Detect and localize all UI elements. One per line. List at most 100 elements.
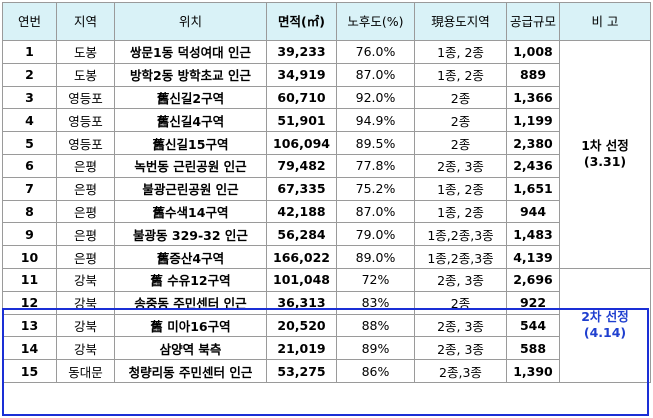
cell-aging: 92.0% — [336, 85, 415, 110]
cell-supply: 588 — [506, 336, 560, 361]
cell-aging: 86% — [336, 359, 415, 383]
second-round-label: 2차 선정 — [581, 309, 629, 325]
cell-area: 36,313 — [266, 290, 337, 315]
cell-area: 79,482 — [266, 153, 337, 178]
cell-area: 20,520 — [266, 313, 337, 338]
header-area: 면적(㎡) — [266, 2, 337, 41]
table-body: 1 도봉 쌍문1동 덕성여대 인근 39,233 76.0% 1종, 2종 1,008 1차 … — [2, 40, 651, 383]
cell-zoning: 2종, 3종 — [414, 313, 507, 338]
cell-supply: 2,380 — [506, 131, 560, 155]
cell-zoning: 2종 — [414, 85, 507, 110]
cell-location: 舊증산4구역 — [114, 245, 267, 269]
cell-region: 영등포 — [56, 108, 115, 133]
header-remarks: 비 고 — [559, 2, 651, 41]
cell-location: 舊수색14구역 — [114, 199, 267, 224]
first-round-label: 1차 선정 — [581, 138, 629, 154]
cell-supply: 2,696 — [506, 267, 560, 292]
remarks-second-round: 2차 선정 (4.14) — [559, 267, 651, 383]
table-row: 10 은평 舊증산4구역 166,022 89.0% 1종,2종,3종 4,139 — [2, 245, 651, 269]
cell-region: 강북 — [56, 267, 115, 292]
cell-zoning: 2종, 3종 — [414, 336, 507, 361]
cell-supply: 944 — [506, 199, 560, 224]
cell-supply: 544 — [506, 313, 560, 338]
cell-region: 은평 — [56, 245, 115, 269]
cell-location: 녹번동 근린공원 인근 — [114, 153, 267, 178]
first-round-date: (3.31) — [583, 154, 627, 170]
cell-zoning: 2종 — [414, 290, 507, 315]
cell-no: 10 — [2, 245, 57, 269]
table-row: 6 은평 녹번동 근린공원 인근 79,482 77.8% 2종, 3종 2,436 — [2, 153, 651, 178]
redevelopment-site-table: 연번 지역 위치 면적(㎡) 노후도(%) 現용도지역 공급규모 비 고 1 도봉… — [2, 2, 651, 383]
cell-aging: 83% — [336, 290, 415, 315]
header-no: 연번 — [2, 2, 57, 41]
cell-location: 삼양역 북측 — [114, 336, 267, 361]
cell-region: 도봉 — [56, 62, 115, 87]
cell-location: 청량리동 주민센터 인근 — [114, 359, 267, 383]
cell-zoning: 1종, 2종 — [414, 199, 507, 224]
cell-supply: 889 — [506, 62, 560, 87]
cell-location: 舊신길2구역 — [114, 85, 267, 110]
cell-aging: 89% — [336, 336, 415, 361]
table-row: 5 영등포 舊신길15구역 106,094 89.5% 2종 2,380 — [2, 131, 651, 155]
cell-supply: 922 — [506, 290, 560, 315]
cell-region: 강북 — [56, 336, 115, 361]
cell-zoning: 1종,2종,3종 — [414, 245, 507, 269]
cell-zoning: 2종 — [414, 108, 507, 133]
cell-zoning: 2종, 3종 — [414, 153, 507, 178]
cell-no: 5 — [2, 131, 57, 155]
cell-aging: 94.9% — [336, 108, 415, 133]
cell-no: 15 — [2, 359, 57, 383]
cell-area: 39,233 — [266, 40, 337, 64]
remarks-first-round: 1차 선정 (3.31) — [559, 40, 651, 269]
cell-no: 7 — [2, 176, 57, 201]
cell-aging: 89.0% — [336, 245, 415, 269]
table-row: 15 동대문 청량리동 주민센터 인근 53,275 86% 2종,3종 1,390 — [2, 359, 651, 383]
cell-area: 21,019 — [266, 336, 337, 361]
cell-zoning: 2종 — [414, 131, 507, 155]
cell-zoning: 1종, 2종 — [414, 40, 507, 64]
cell-location: 舊 수유12구역 — [114, 267, 267, 292]
header-location: 위치 — [114, 2, 267, 41]
table-row: 4 영등포 舊신길4구역 51,901 94.9% 2종 1,199 — [2, 108, 651, 133]
cell-region: 강북 — [56, 290, 115, 315]
cell-aging: 88% — [336, 313, 415, 338]
cell-aging: 87.0% — [336, 62, 415, 87]
cell-region: 동대문 — [56, 359, 115, 383]
header-supply: 공급규모 — [506, 2, 560, 41]
cell-location: 불광동 329-32 인근 — [114, 222, 267, 247]
cell-area: 42,188 — [266, 199, 337, 224]
cell-location: 舊신길15구역 — [114, 131, 267, 155]
cell-region: 은평 — [56, 153, 115, 178]
cell-aging: 87.0% — [336, 199, 415, 224]
cell-location: 송중동 주민센터 인근 — [114, 290, 267, 315]
table-row: 7 은평 불광근린공원 인근 67,335 75.2% 1종, 2종 1,651 — [2, 176, 651, 201]
cell-region: 영등포 — [56, 131, 115, 155]
cell-region: 은평 — [56, 222, 115, 247]
table-row: 1 도봉 쌍문1동 덕성여대 인근 39,233 76.0% 1종, 2종 1,008 1차 … — [2, 40, 651, 269]
cell-aging: 76.0% — [336, 40, 415, 64]
cell-no: 3 — [2, 85, 57, 110]
cell-area: 56,284 — [266, 222, 337, 247]
table-row: 11 강북 舊 수유12구역 101,048 72% 2종, 3종 2,696 2차 선정 (4… — [2, 267, 651, 383]
cell-aging: 75.2% — [336, 176, 415, 201]
table-row: 14 강북 삼양역 북측 21,019 89% 2종, 3종 588 — [2, 336, 651, 361]
cell-zoning: 1종,2종,3종 — [414, 222, 507, 247]
cell-area: 60,710 — [266, 85, 337, 110]
cell-no: 9 — [2, 222, 57, 247]
cell-no: 8 — [2, 199, 57, 224]
table-row: 2 도봉 방학2동 방학초교 인근 34,919 87.0% 1종, 2종 889 — [2, 62, 651, 87]
cell-supply: 4,139 — [506, 245, 560, 269]
cell-region: 강북 — [56, 313, 115, 338]
cell-no: 11 — [2, 267, 57, 292]
cell-supply: 2,436 — [506, 153, 560, 178]
cell-area: 34,919 — [266, 62, 337, 87]
second-round-date: (4.14) — [583, 325, 627, 341]
cell-no: 12 — [2, 290, 57, 315]
cell-zoning: 2종, 3종 — [414, 267, 507, 292]
cell-aging: 89.5% — [336, 131, 415, 155]
cell-no: 13 — [2, 313, 57, 338]
cell-aging: 77.8% — [336, 153, 415, 178]
cell-area: 67,335 — [266, 176, 337, 201]
cell-area: 51,901 — [266, 108, 337, 133]
cell-zoning: 1종, 2종 — [414, 62, 507, 87]
